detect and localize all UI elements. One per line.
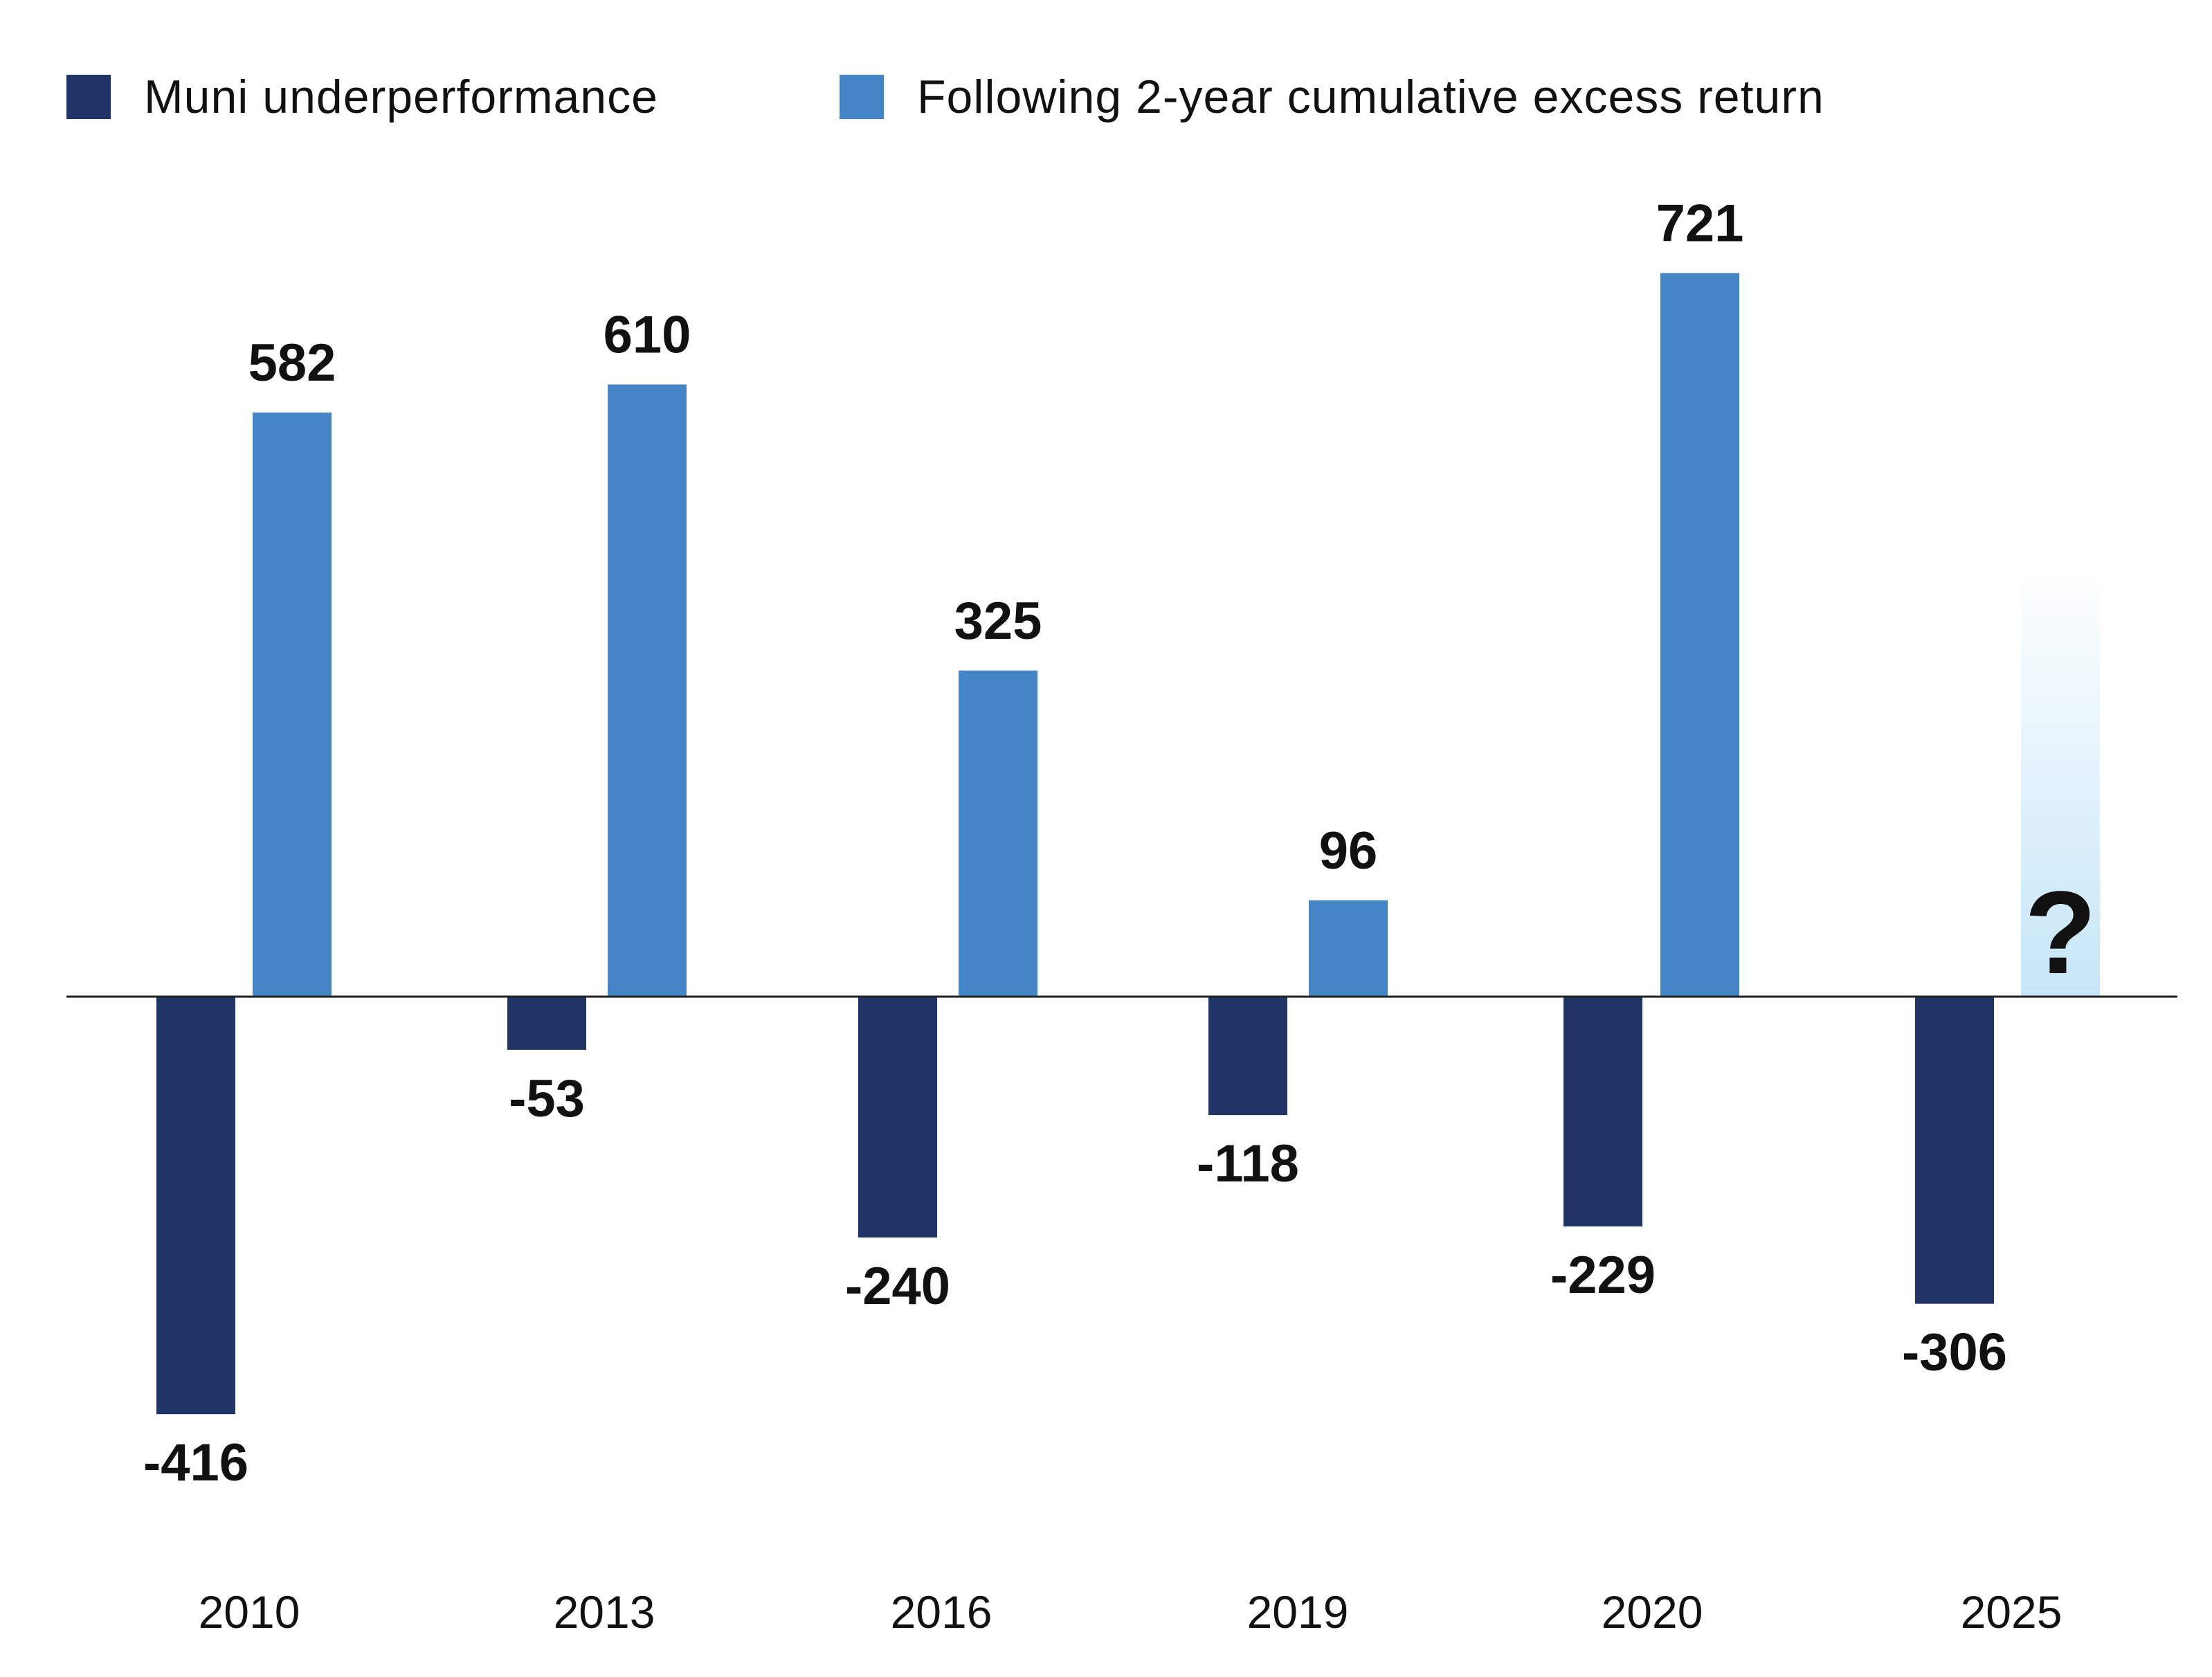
bar-muni-underperformance-2010: [156, 997, 235, 1415]
bars-layer: [156, 273, 2100, 1415]
data-label-excess-return-2013: 610: [604, 306, 691, 365]
bar-excess-return-2016: [959, 670, 1037, 997]
data-label-excess-return-2020: 721: [1656, 194, 1744, 253]
labels-layer: -416 582 -53 610 -240 325 -118 96 -229 721 -306?: [143, 194, 2096, 1493]
x-tick-label-2025: 2025: [1961, 1586, 2063, 1638]
bar-muni-underperformance-2013: [507, 997, 586, 1050]
x-tick-label-2010: 2010: [199, 1586, 300, 1638]
legend-swatch-excess-return: [839, 75, 884, 119]
data-label-muni-underperformance-2010: -416: [143, 1433, 248, 1492]
data-label-excess-return-2019: 96: [1319, 822, 1378, 880]
data-label-muni-underperformance-2019: -118: [1197, 1134, 1299, 1193]
data-label-muni-underperformance-2025: -306: [1902, 1323, 2007, 1382]
bar-excess-return-2013: [608, 384, 687, 997]
bar-excess-return-unknown-2025: [2021, 565, 2100, 997]
legend: Muni underperformance Following 2-year c…: [66, 62, 2006, 132]
bar-muni-underperformance-2016: [858, 997, 937, 1238]
legend-item-muni-underperformance: Muni underperformance: [66, 70, 658, 124]
bar-muni-underperformance-2025: [1915, 997, 1994, 1304]
x-tick-label-2019: 2019: [1247, 1586, 1349, 1638]
data-label-muni-underperformance-2020: -229: [1550, 1246, 1656, 1305]
legend-label-muni-underperformance: Muni underperformance: [144, 71, 658, 123]
x-axis-tick-labels: 2010 2013 2016 2019 2020 2025: [199, 1586, 2063, 1638]
legend-swatch-muni-underperformance: [66, 75, 111, 119]
x-tick-label-2016: 2016: [891, 1586, 992, 1638]
data-label-muni-underperformance-2013: -53: [509, 1069, 585, 1128]
legend-label-excess-return: Following 2-year cumulative excess retur…: [916, 71, 1824, 123]
data-label-excess-return-2010: 582: [248, 334, 336, 392]
bar-excess-return-2010: [253, 413, 332, 997]
x-tick-label-2020: 2020: [1602, 1586, 1703, 1638]
bar-excess-return-2019: [1309, 900, 1388, 997]
data-label-excess-return-unknown-2025: ?: [2024, 867, 2096, 999]
bar-muni-underperformance-2019: [1208, 997, 1287, 1116]
bar-excess-return-2020: [1660, 273, 1739, 997]
x-tick-label-2013: 2013: [554, 1586, 655, 1638]
data-label-excess-return-2016: 325: [954, 592, 1042, 651]
legend-item-excess-return: Following 2-year cumulative excess retur…: [839, 70, 1824, 124]
bar-muni-underperformance-2020: [1563, 997, 1642, 1227]
data-label-muni-underperformance-2016: -240: [845, 1257, 950, 1316]
